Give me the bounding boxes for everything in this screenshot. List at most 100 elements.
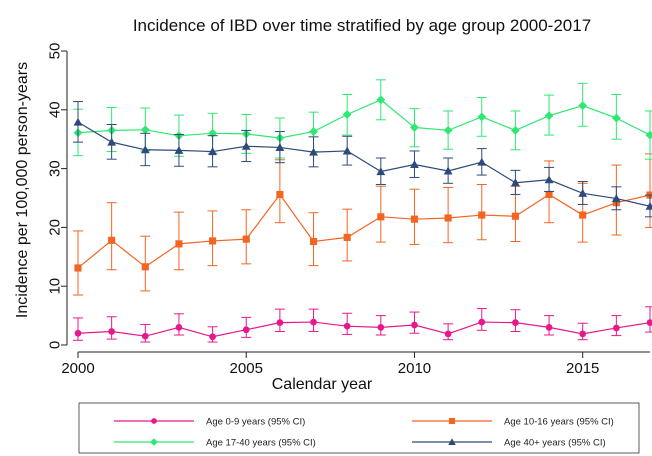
data-point (140, 145, 150, 154)
data-point (310, 318, 317, 326)
data-point (342, 146, 352, 155)
data-point (410, 215, 419, 223)
data-point (175, 240, 183, 248)
data-point (579, 211, 587, 219)
legend-item: Age 40+ years (95% CI) (412, 438, 606, 449)
data-point (74, 264, 82, 272)
y-tick-label: 10 (46, 278, 63, 295)
data-point (377, 324, 385, 331)
data-point (477, 157, 487, 166)
series-line (77, 193, 651, 269)
data-point (141, 263, 149, 271)
data-point (645, 201, 652, 210)
legend-label: Age 10-16 years (95% CI) (504, 417, 614, 428)
data-point (309, 147, 318, 156)
data-point (276, 319, 284, 327)
data-point (343, 322, 351, 330)
data-point (611, 194, 621, 203)
data-point (646, 319, 652, 327)
series-1 (73, 153, 652, 296)
series-line (77, 99, 651, 139)
data-point (477, 112, 487, 122)
data-point (511, 212, 519, 220)
data-point (511, 125, 520, 135)
data-point (209, 333, 216, 341)
data-point (410, 123, 419, 132)
data-point (107, 137, 117, 146)
data-point (242, 326, 250, 334)
data-point (612, 324, 620, 332)
series-0 (73, 306, 652, 343)
x-tick-label: 2010 (398, 360, 431, 377)
series-2 (73, 79, 652, 160)
data-point (545, 324, 553, 331)
data-point (174, 145, 184, 154)
data-point (478, 318, 486, 326)
x-tick-label: 2005 (230, 360, 263, 377)
x-axis-title: Calendar year (272, 376, 373, 393)
legend-swatch-marker (151, 418, 157, 424)
data-point (645, 130, 652, 140)
legend-item: Age 10-16 years (95% CI) (412, 417, 614, 428)
y-tick-label: 0 (46, 341, 63, 349)
data-point (108, 236, 116, 244)
y-tick-label: 40 (46, 101, 63, 118)
series-3 (73, 101, 652, 218)
data-point (579, 330, 587, 338)
data-point (545, 190, 553, 199)
data-point (140, 125, 150, 135)
data-point (309, 237, 318, 246)
y-tick-label: 50 (46, 43, 63, 60)
data-point (276, 190, 284, 199)
data-point (208, 147, 217, 156)
data-point (376, 95, 386, 105)
data-point (443, 166, 453, 175)
chart-title: Incidence of IBD over time stratified by… (133, 16, 591, 35)
data-point (343, 233, 351, 241)
data-point (512, 319, 519, 327)
x-tick-label: 2000 (61, 360, 94, 377)
data-point (141, 332, 149, 340)
data-point (241, 141, 251, 150)
data-point (108, 328, 116, 335)
y-tick-label: 30 (46, 160, 63, 177)
legend-label: Age 40+ years (95% CI) (504, 438, 606, 449)
axes: 0 10 20 30 40 50 2000 2005 2010 2015 (46, 43, 650, 377)
series-line (77, 121, 651, 207)
data-point (578, 101, 588, 111)
data-point (309, 127, 318, 136)
legend: Age 0-9 years (95% CI) Age 10-16 years (9… (114, 417, 614, 449)
legend-label: Age 17-40 years (95% CI) (206, 438, 316, 449)
y-tick-label: 20 (46, 219, 63, 236)
data-point (242, 235, 250, 243)
plot-area (73, 79, 652, 343)
data-point (209, 237, 217, 245)
data-point (444, 330, 452, 338)
data-point (376, 167, 386, 176)
data-point (342, 110, 352, 119)
legend-swatch-marker (448, 417, 456, 425)
y-axis-title: Incidence per 100,000 person-years (14, 62, 31, 318)
data-point (275, 143, 285, 151)
data-point (410, 160, 419, 169)
legend-swatch-marker (150, 438, 158, 446)
data-point (444, 214, 452, 222)
x-tick-label: 2015 (566, 360, 599, 377)
data-point (175, 324, 183, 331)
data-point (443, 125, 453, 135)
legend-label: Age 0-9 years (95% CI) (206, 417, 305, 428)
data-point (511, 178, 520, 187)
legend-box (78, 402, 640, 454)
data-point (377, 213, 385, 221)
legend-item: Age 0-9 years (95% CI) (114, 417, 305, 428)
series-line (77, 321, 651, 338)
data-point (578, 188, 588, 197)
data-point (74, 329, 82, 337)
data-point (411, 321, 418, 329)
data-point (544, 111, 554, 121)
legend-item: Age 17-40 years (95% CI) (114, 438, 316, 449)
data-point (611, 113, 621, 123)
data-point (544, 175, 554, 184)
